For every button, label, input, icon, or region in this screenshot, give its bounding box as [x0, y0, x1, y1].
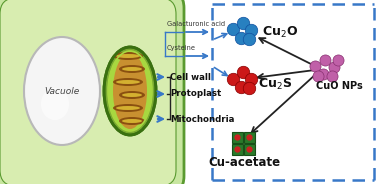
Text: Galacturonic acid: Galacturonic acid	[167, 21, 225, 27]
Ellipse shape	[122, 67, 142, 71]
Ellipse shape	[108, 51, 152, 131]
Text: Mitochondria: Mitochondria	[170, 114, 234, 123]
Bar	[231, 132, 243, 142]
Ellipse shape	[116, 80, 140, 84]
Ellipse shape	[119, 91, 145, 99]
Bar	[243, 144, 254, 155]
Bar	[231, 144, 243, 155]
Text: Protoplast: Protoplast	[170, 89, 221, 98]
Ellipse shape	[113, 53, 147, 129]
Ellipse shape	[104, 47, 156, 135]
Text: Cu$_2$S: Cu$_2$S	[258, 76, 292, 92]
FancyBboxPatch shape	[0, 0, 176, 184]
Ellipse shape	[24, 37, 100, 145]
Ellipse shape	[122, 93, 142, 97]
Ellipse shape	[113, 52, 143, 60]
Ellipse shape	[41, 88, 69, 120]
Ellipse shape	[116, 106, 140, 110]
Ellipse shape	[113, 78, 143, 86]
Text: Cu$_2$O: Cu$_2$O	[262, 24, 298, 40]
Ellipse shape	[116, 54, 140, 58]
Ellipse shape	[122, 119, 142, 123]
Text: Cu-acetate: Cu-acetate	[208, 155, 280, 169]
Ellipse shape	[113, 104, 143, 112]
Ellipse shape	[119, 117, 145, 125]
FancyBboxPatch shape	[0, 0, 184, 184]
Text: Cysteine: Cysteine	[167, 45, 196, 51]
Text: CuO NPs: CuO NPs	[316, 81, 363, 91]
Text: Cell wall: Cell wall	[170, 72, 211, 82]
Ellipse shape	[119, 65, 145, 73]
Bar	[243, 132, 254, 142]
Text: Vacuole: Vacuole	[44, 86, 80, 95]
